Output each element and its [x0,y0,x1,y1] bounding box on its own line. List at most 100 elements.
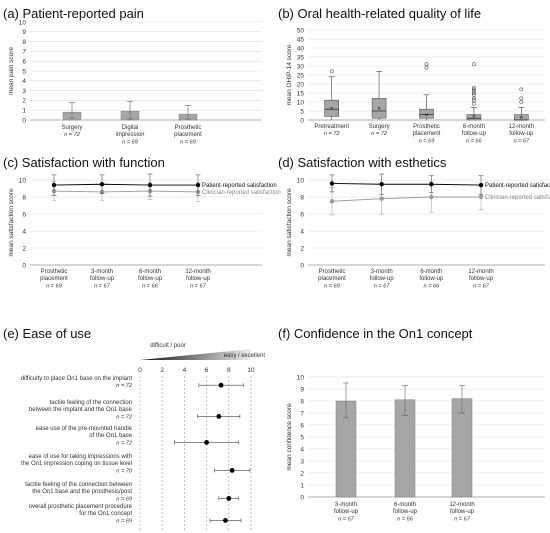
outlier [519,100,524,104]
data-point [229,468,235,473]
data-point [478,182,484,188]
y-tick-label: 2 [300,470,304,477]
data-point [478,194,484,200]
category-label: follow-up [393,509,418,515]
n-label: n = 72 [116,383,133,389]
data-point [195,182,201,188]
y-tick-label: 10 [297,374,305,381]
series-line [53,183,198,186]
y-tick-label: 35 [297,54,305,61]
n-label: n = 72 [324,131,341,137]
x-tick-label: 0 [138,367,142,374]
category-label: 3-month [335,502,357,508]
panel-b: (b) Oral health-related quality of life 0… [278,6,545,144]
n-label: n = 72 [116,414,133,420]
outlier [519,96,524,101]
y-tick-label: 5 [300,108,304,115]
item-label: ease use of the pre-mounted handle [36,426,133,432]
n-label: n = 66 [423,283,440,289]
outlier [471,62,476,67]
mean-marker: × [472,114,476,121]
category-label: follow-up [370,276,395,282]
n-label: n = 66 [397,516,414,522]
data-point [147,182,153,188]
n-label: n = 72 [371,131,388,137]
item-label: the On1 base and the prosthesis/post [32,489,132,495]
y-tick-label: 2 [22,245,26,252]
item-label: for the On1 concept [79,511,132,517]
category-label: follow-up [90,276,115,282]
box [324,99,340,117]
y-axis-label: mean satisfaction score [8,188,15,257]
y-tick-label: 8 [300,194,304,201]
y-tick-label: 6 [22,59,26,66]
data-point [429,182,434,187]
y-tick-label: 5 [300,434,304,441]
category-label: 3-month [91,269,113,275]
n-label: n = 67 [190,283,207,289]
item-label: between the implant and the On1 base [29,407,133,413]
mean-marker: × [425,112,429,119]
y-tick-label: 0 [22,117,26,124]
series-label: Clinician-reported satisfaction [202,190,281,196]
data-point [429,194,434,200]
y-tick-label: 10 [297,99,305,106]
category-label: impression [115,132,144,138]
data-point [379,182,384,187]
y-tick-label: 30 [297,63,305,70]
category-label: follow-up [462,131,487,137]
y-tick-label: 2 [22,98,26,105]
y-axis-label: mean OHIP-14 score [286,44,293,105]
y-tick-label: 6 [300,211,304,218]
panel-c: (c) Satisfaction with function 0 2 4 6 8 10 mea… [3,155,281,289]
category-label: 12-month [509,124,534,130]
category-label: follow-up [450,509,475,515]
y-tick-label: 1 [300,482,304,489]
series-line [331,196,481,202]
category-label: Prosthetic [41,269,68,275]
item-label: tactile feeling of the connection betwee… [25,482,132,488]
data-point [226,496,232,501]
category-label: follow-up [419,276,444,282]
category-label: Prosthetic [413,124,440,130]
scale-right-label: easy / excellent [224,353,266,359]
box [466,114,482,121]
n-label: n = 69 [324,283,340,289]
category-label: follow-up [334,509,359,515]
category-label: Prosthetic [175,125,202,131]
data-point [204,440,210,445]
item-label: ease of use for taking impressions with [29,454,132,460]
series-line [331,182,482,186]
y-tick-label: 8 [300,398,304,405]
n-label: n = 69 [116,496,132,502]
outlier [471,92,476,97]
mean-marker: × [377,106,381,113]
panel-a: (a) Patient-reported pain 0 1 2 3 4 5 6 7 8 9 10 mea… [3,6,262,145]
category-label: Surgery [369,124,390,130]
y-tick-label: 10 [19,177,27,184]
n-label: n = 72 [116,440,133,446]
scale-left-label: difficult / poor [150,343,186,349]
outlier [424,62,429,67]
y-tick-label: 4 [22,228,26,235]
y-tick-label: 8 [22,39,26,46]
panel-f: (f) Confidence in the On1 concept 0 1 2 3 4 5 6… [278,326,545,522]
category-label: placement [40,276,68,282]
data-point [223,518,228,523]
data-point [379,196,384,201]
panel-title: (a) Patient-reported pain [3,6,144,21]
y-tick-label: 2 [300,245,304,252]
y-tick-label: 9 [300,386,304,393]
outlier [424,65,429,70]
scale-wedge [140,349,251,360]
mean-marker: × [330,106,334,113]
y-tick-label: 3 [300,458,304,465]
category-label: 12-month [449,502,474,508]
y-tick-label: 25 [297,72,305,79]
category-label: follow-up [186,276,211,282]
category-label: 6-month [420,269,442,275]
data-point [329,181,335,186]
y-tick-label: 8 [22,194,26,201]
category-label: Surgery [61,125,82,131]
